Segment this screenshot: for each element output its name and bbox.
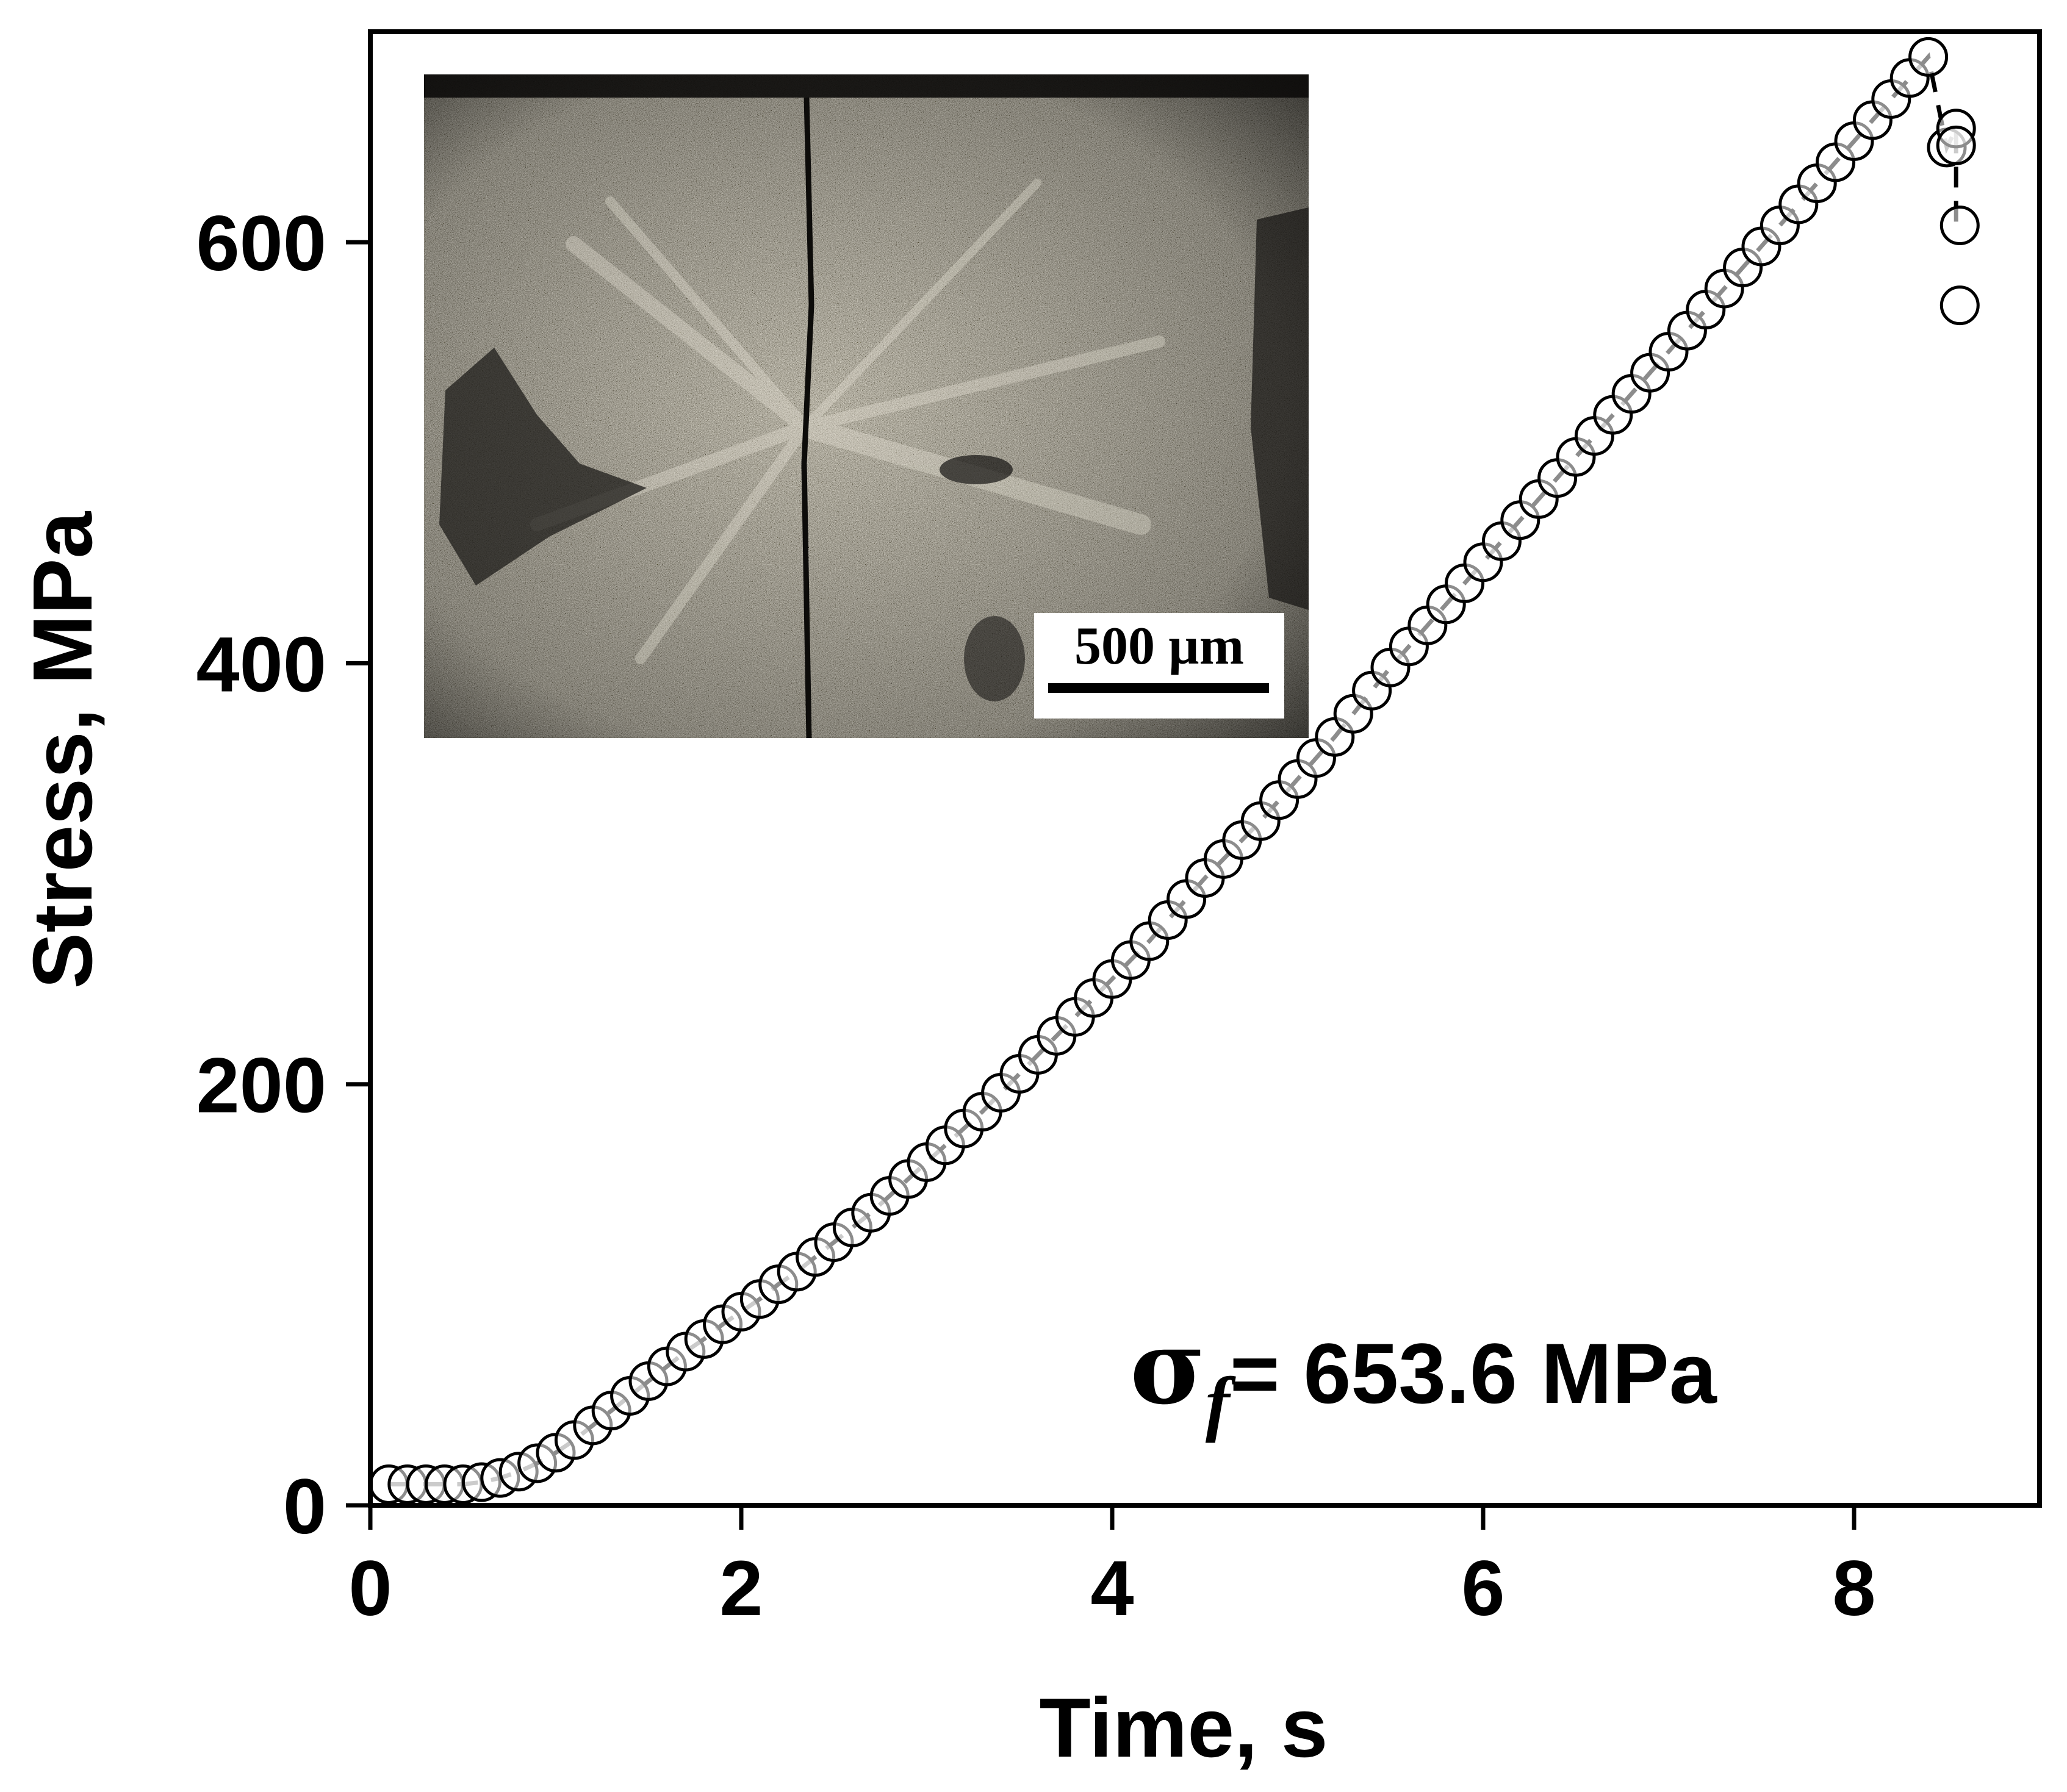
x-axis: 0 2 4 6 8 [348, 1505, 1876, 1632]
x-tick-label: 4 [1090, 1545, 1134, 1632]
data-point [1936, 125, 1976, 165]
data-point [1939, 206, 1980, 246]
y-axis: 0 200 400 600 [196, 200, 370, 1550]
y-tick-label: 400 [196, 621, 326, 708]
y-axis-title: Stress, MPa [16, 511, 110, 989]
x-tick-label: 6 [1461, 1545, 1504, 1632]
data-point [1939, 285, 1980, 326]
x-tick-label: 8 [1832, 1545, 1875, 1632]
x-axis-title: Time, s [1039, 1681, 1328, 1775]
y-tick-label: 0 [283, 1463, 326, 1550]
data-point [1908, 37, 1949, 77]
y-tick-label: 600 [196, 200, 326, 287]
plot-frame [368, 29, 2042, 1508]
x-tick-label: 2 [719, 1545, 763, 1632]
sigma-symbol: σ [1130, 1306, 1206, 1427]
data-points [368, 37, 1980, 1504]
scale-bar: 500 µm [1034, 613, 1284, 719]
fracture-stress-annotation: σf= 653.6 MPa [1130, 1306, 1717, 1443]
fracture-stress-value: = 653.6 MPa [1230, 1325, 1717, 1421]
inset-micrograph: 500 µm [424, 74, 1309, 739]
x-tick-label: 0 [348, 1545, 392, 1632]
y-tick-label: 200 [196, 1042, 326, 1130]
scale-bar-label: 500 µm [1074, 617, 1244, 676]
